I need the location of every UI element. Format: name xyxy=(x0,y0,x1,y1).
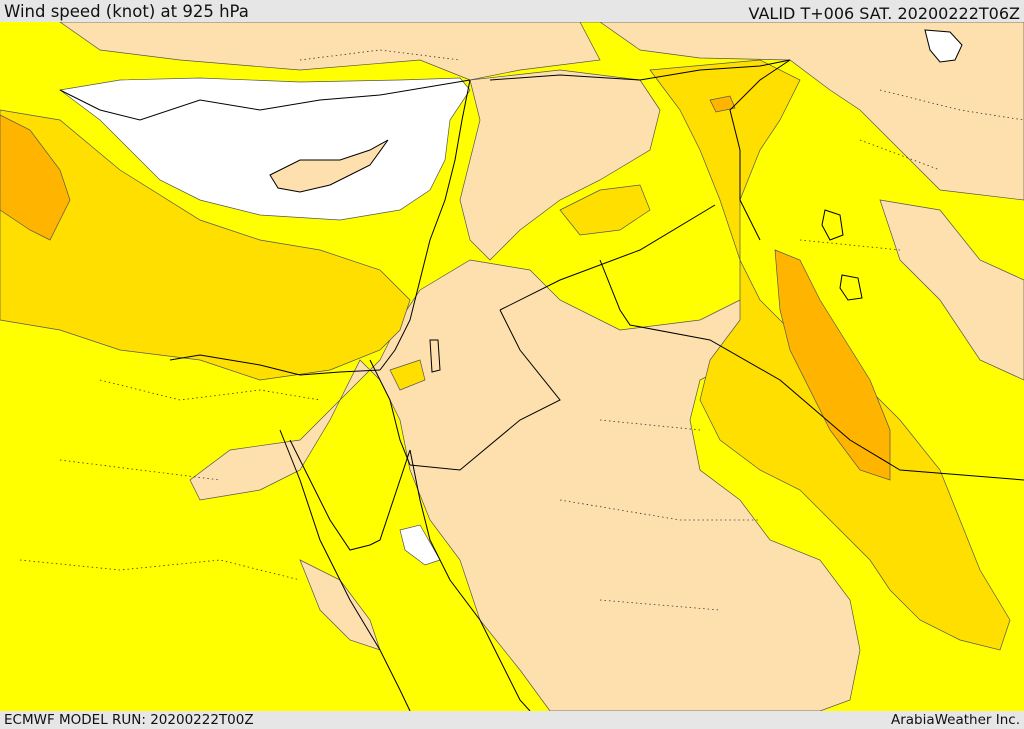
cyprus-island xyxy=(269,139,389,193)
coastline-redsea-west xyxy=(279,429,411,711)
coastline-levant xyxy=(379,79,471,371)
coastline-turkey xyxy=(59,79,471,121)
coastline-sinai-east xyxy=(369,449,411,546)
model-run: ECMWF MODEL RUN: 20200222T00Z xyxy=(4,712,254,728)
border-syria-iraq xyxy=(489,59,791,311)
band-20-25-west xyxy=(0,114,71,241)
border-iraq-iran xyxy=(729,59,791,241)
coastline-egypt xyxy=(169,354,381,376)
band-5-10-east xyxy=(879,199,1024,381)
footer-bar: ECMWF MODEL RUN: 20200222T00Z ArabiaWeat… xyxy=(0,711,1024,729)
band-5-10-levant xyxy=(459,69,661,261)
lake-iraq-south xyxy=(839,274,863,301)
map-title: Wind speed (knot) at 925 hPa xyxy=(4,2,249,21)
coastline-sinai-west xyxy=(289,439,371,551)
lake-van xyxy=(924,29,963,63)
band-15-20-iraq xyxy=(649,59,1011,651)
band-15-20-syria xyxy=(559,184,651,236)
band-0-5-cyprus xyxy=(59,77,471,221)
header-bar: Wind speed (knot) at 925 hPa VALID T+006… xyxy=(0,0,1024,23)
band-5-10-north xyxy=(59,22,1024,201)
internal-boundaries xyxy=(19,49,1024,611)
band-20-25-ne xyxy=(709,95,736,113)
credit-text: ArabiaWeather Inc. xyxy=(890,712,1020,728)
lake-iraq xyxy=(821,209,844,241)
border-jordan xyxy=(409,259,1024,481)
band-15-20-med xyxy=(0,109,411,381)
band-20-25-iraq xyxy=(774,249,891,481)
band-15-20-sinai xyxy=(389,359,426,391)
wind-speed-map xyxy=(0,22,1024,711)
dead-sea xyxy=(429,339,441,373)
valid-time: VALID T+006 SAT. 20200222T06Z xyxy=(748,4,1020,23)
border-egypt-israel xyxy=(369,359,411,466)
band-0-5-aqaba xyxy=(399,524,441,566)
coastline-redsea-east xyxy=(409,449,531,711)
